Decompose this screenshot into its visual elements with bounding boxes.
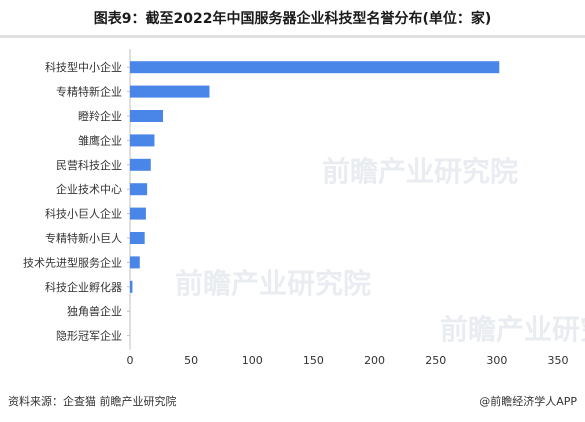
plot-area: 科技型中小企业专精特新企业瞪羚企业雏鹰企业民营科技企业企业技术中心科技小巨人企业…: [23, 49, 569, 367]
bar: [130, 207, 146, 220]
bar: [130, 183, 148, 196]
source-note: 资料来源：企查猫 前瞻产业研究院: [8, 395, 177, 408]
bar: [130, 110, 164, 122]
x-tick-label: 0: [127, 354, 134, 367]
category-label: 专精特新小巨人: [45, 231, 122, 245]
bar-chart: 科技型中小企业专精特新企业瞪羚企业雏鹰企业民营科技企业企业技术中心科技小巨人企业…: [23, 49, 569, 367]
brand-credit: @前瞻经济学人APP: [479, 395, 577, 408]
bar: [130, 280, 133, 293]
category-label: 独角兽企业: [67, 304, 122, 318]
category-label: 科技小巨人企业: [45, 207, 122, 221]
bar: [130, 232, 145, 244]
category-label: 科技企业孵化器: [45, 280, 122, 294]
x-tick-label: 100: [242, 354, 263, 367]
category-label: 技术先进型服务企业: [23, 255, 122, 269]
title-divider: [0, 35, 585, 38]
category-label: 专精特新企业: [56, 85, 122, 99]
x-tick-label: 300: [486, 354, 507, 367]
category-label: 瞪羚企业: [78, 109, 122, 123]
x-tick-label: 150: [303, 354, 324, 367]
category-label: 科技型中小企业: [45, 60, 122, 74]
bar: [130, 158, 151, 171]
x-tick-label: 50: [184, 354, 198, 367]
x-tick-label: 200: [364, 354, 385, 367]
category-label: 雏鹰企业: [78, 133, 122, 147]
chart-title: 图表9：截至2022年中国服务器企业科技型名誉分布(单位：家): [93, 11, 492, 27]
bar: [130, 134, 155, 147]
category-label: 企业技术中心: [56, 182, 122, 196]
bar: [130, 256, 140, 269]
bar: [130, 61, 500, 74]
category-label: 民营科技企业: [56, 158, 122, 172]
category-label: 隐形冠军企业: [56, 329, 122, 343]
bar: [130, 85, 210, 98]
x-tick-label: 250: [425, 354, 446, 367]
x-tick-label: 350: [548, 354, 569, 367]
